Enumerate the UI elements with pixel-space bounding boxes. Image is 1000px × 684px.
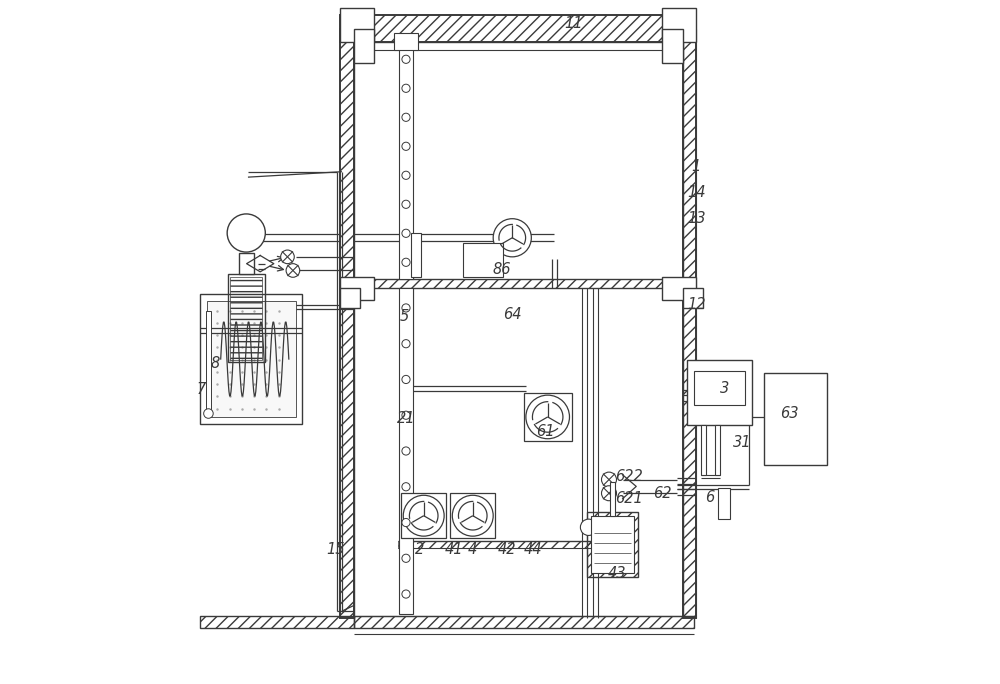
Bar	[200, 294, 302, 424]
Text: 43: 43	[608, 566, 626, 581]
Circle shape	[286, 263, 300, 277]
Circle shape	[526, 395, 569, 438]
Bar	[200, 616, 354, 628]
Text: 7: 7	[197, 382, 206, 397]
Bar	[718, 488, 730, 519]
Bar	[340, 15, 696, 42]
Text: 621: 621	[616, 491, 643, 506]
Circle shape	[402, 84, 410, 92]
Text: 1: 1	[692, 159, 701, 174]
Bar	[340, 276, 374, 300]
Circle shape	[402, 483, 410, 491]
Circle shape	[281, 250, 294, 263]
Bar	[206, 311, 211, 414]
Circle shape	[402, 114, 410, 121]
Text: 6: 6	[705, 490, 714, 505]
Circle shape	[402, 554, 410, 562]
Circle shape	[402, 340, 410, 347]
Text: 11: 11	[564, 16, 583, 31]
Bar	[354, 279, 683, 287]
Bar	[701, 425, 706, 475]
Text: 42: 42	[498, 542, 516, 557]
Circle shape	[402, 142, 410, 150]
Bar	[662, 8, 696, 42]
Text: 14: 14	[687, 185, 705, 200]
Text: 63: 63	[780, 406, 798, 421]
Circle shape	[402, 229, 410, 237]
Bar	[340, 287, 360, 308]
Circle shape	[402, 411, 410, 419]
Bar	[239, 254, 254, 274]
Circle shape	[402, 376, 410, 384]
Circle shape	[204, 409, 213, 419]
Bar	[394, 34, 418, 51]
Bar	[398, 541, 595, 548]
Circle shape	[580, 519, 597, 536]
Bar	[230, 276, 262, 360]
Bar	[524, 393, 572, 441]
Text: 8: 8	[211, 356, 220, 371]
Bar	[587, 512, 638, 577]
Bar	[354, 29, 374, 63]
Bar	[399, 42, 413, 279]
Circle shape	[403, 495, 444, 536]
Bar	[683, 29, 696, 618]
Text: 4: 4	[468, 542, 477, 557]
Text: 13: 13	[687, 211, 705, 226]
Bar	[399, 287, 413, 614]
Bar	[411, 233, 421, 277]
Text: 64: 64	[503, 307, 522, 322]
Text: 5: 5	[400, 308, 409, 324]
Text: 31: 31	[733, 435, 751, 450]
Text: 62: 62	[653, 486, 671, 501]
Bar	[207, 301, 296, 417]
Bar	[683, 287, 703, 308]
Text: 44: 44	[523, 542, 542, 557]
Text: 2: 2	[415, 542, 424, 557]
Bar	[463, 244, 503, 277]
Circle shape	[402, 304, 410, 312]
Circle shape	[402, 447, 410, 455]
Bar	[662, 276, 696, 300]
Circle shape	[402, 590, 410, 598]
Circle shape	[402, 55, 410, 64]
Text: 86: 86	[493, 261, 511, 276]
Bar	[715, 425, 720, 475]
Bar	[228, 274, 265, 363]
Bar	[694, 371, 745, 405]
Text: 61: 61	[536, 424, 554, 439]
Circle shape	[602, 486, 616, 501]
Circle shape	[402, 200, 410, 209]
Text: 21: 21	[397, 411, 415, 426]
Bar	[340, 29, 354, 618]
Text: 12: 12	[687, 297, 705, 312]
Circle shape	[493, 219, 531, 257]
Circle shape	[402, 518, 410, 527]
Circle shape	[452, 495, 493, 536]
Bar	[354, 616, 694, 628]
Circle shape	[602, 472, 616, 487]
Bar	[610, 482, 615, 516]
Text: 15: 15	[326, 542, 344, 557]
Circle shape	[227, 214, 265, 252]
Bar	[662, 29, 683, 63]
Bar	[687, 360, 752, 425]
Bar	[340, 8, 374, 42]
Text: 3: 3	[720, 381, 729, 396]
Circle shape	[402, 171, 410, 179]
Bar	[764, 373, 827, 464]
Text: 622: 622	[616, 469, 643, 484]
Bar	[401, 493, 446, 538]
Text: 41: 41	[444, 542, 463, 557]
Circle shape	[402, 258, 410, 266]
Bar	[450, 493, 495, 538]
Bar	[591, 516, 634, 573]
